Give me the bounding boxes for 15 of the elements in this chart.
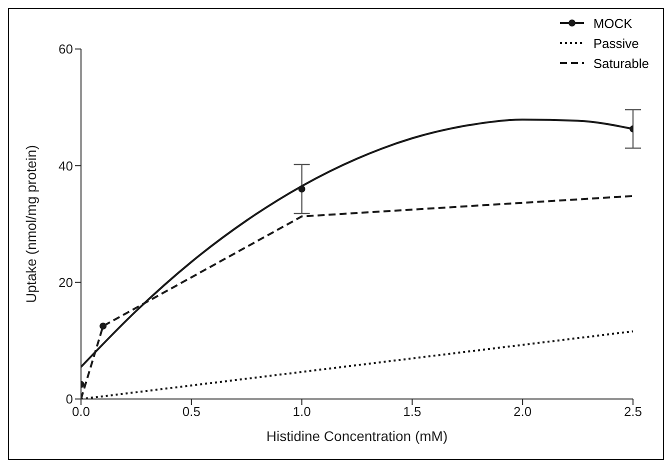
x-tick-label: 2.5: [624, 404, 642, 420]
legend-label: Passive: [593, 36, 639, 50]
x-tick-label: 1.5: [403, 404, 422, 420]
y-tick-label: 0: [66, 392, 73, 407]
x-tick-label: 2.0: [514, 404, 532, 420]
y-tick-label: 40: [58, 158, 73, 174]
x-tick-label: 0.0: [72, 404, 90, 420]
y-tick-label: 60: [58, 42, 73, 57]
y-tick-label: 20: [58, 274, 73, 290]
x-tick-label: 0.5: [182, 404, 200, 420]
legend-label: MOCK: [593, 16, 632, 30]
y-axis-title: Uptake (nmol/mg protein): [22, 145, 39, 303]
legend-label: Saturable: [593, 56, 649, 70]
x-axis-title: Histidine Concentration (mM): [266, 428, 448, 444]
x-tick-label: 1.0: [292, 404, 311, 420]
